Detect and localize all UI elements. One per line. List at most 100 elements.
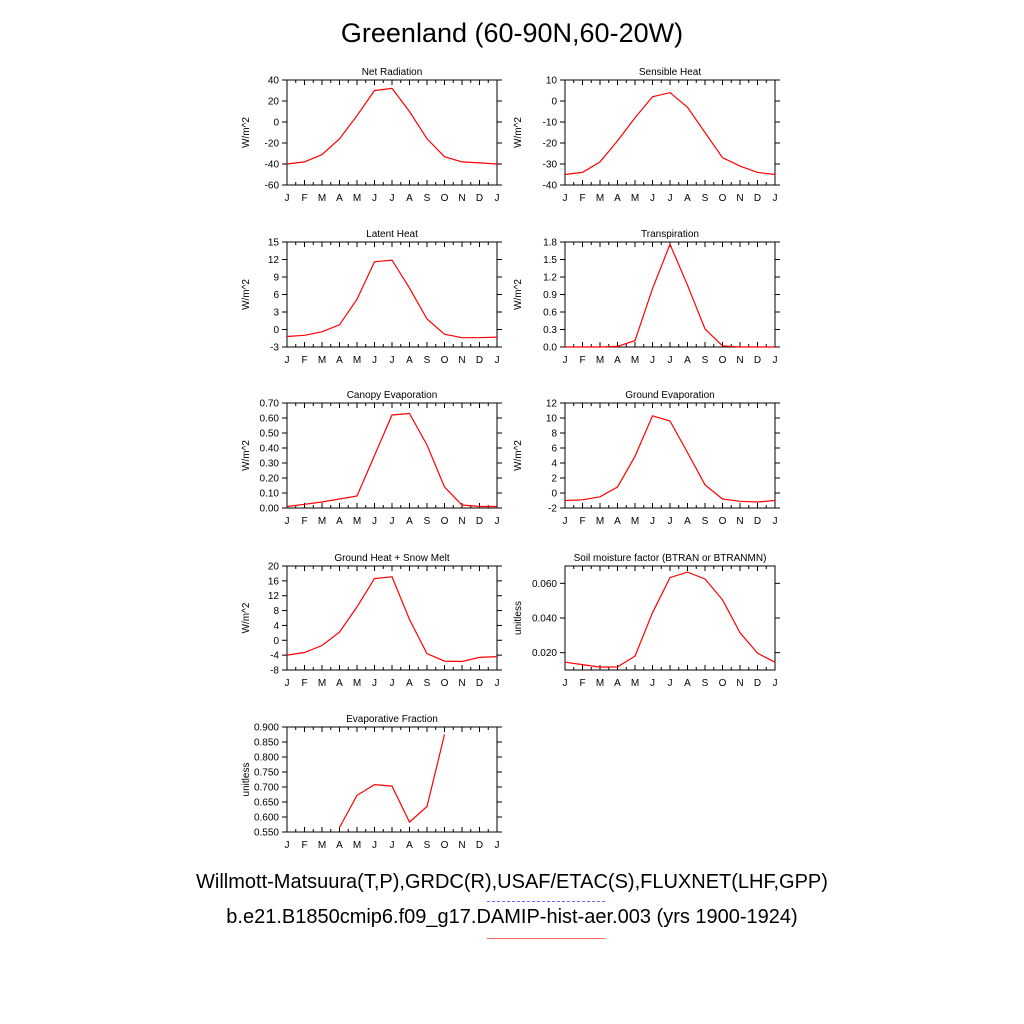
x-tick-label: D	[754, 193, 761, 204]
x-tick-label: A	[406, 516, 413, 527]
x-tick-label: J	[285, 678, 290, 689]
x-tick-label: J	[773, 193, 778, 204]
y-axis-label: unitless	[513, 601, 524, 635]
chart-panel-5: J F M A M J J A S O N D J0.000.100.200.300.400.500.6…	[241, 390, 502, 527]
y-axis-label: W/m^2	[513, 117, 524, 148]
x-tick-label: D	[754, 355, 761, 366]
y-tick-label: 10	[546, 414, 558, 425]
x-tick-label: M	[631, 193, 639, 204]
x-tick-label: J	[668, 516, 673, 527]
y-tick-label: 0	[273, 118, 279, 129]
y-tick-label: 0.550	[254, 828, 279, 839]
x-tick-label: O	[441, 355, 449, 366]
x-tick-label: D	[754, 516, 761, 527]
x-tick-label: J	[650, 678, 655, 689]
x-tick-label: S	[424, 355, 431, 366]
y-tick-label: -40	[543, 181, 558, 192]
y-tick-label: 0.3	[543, 325, 557, 336]
x-tick-label: A	[406, 355, 413, 366]
x-tick-label: J	[650, 516, 655, 527]
y-tick-label: 0.10	[260, 489, 280, 500]
legend-observations-label: Willmott-Matsuura(T,P),GRDC(R),USAF/ETAC…	[196, 871, 828, 893]
y-tick-label: 3	[273, 308, 279, 319]
y-tick-label: 0.20	[260, 474, 280, 485]
y-tick-label: 0	[273, 636, 279, 647]
x-tick-label: J	[495, 678, 500, 689]
y-tick-label: 0.40	[260, 444, 280, 455]
series-line	[564, 571, 776, 668]
y-tick-label: 0.800	[254, 753, 279, 764]
x-tick-label: J	[563, 355, 568, 366]
series-line	[286, 259, 498, 339]
x-tick-label: N	[736, 193, 743, 204]
x-tick-label: J	[372, 355, 377, 366]
legend-model-label: b.e21.B1850cmip6.f09_g17.DAMIP-hist-aer.…	[226, 906, 798, 928]
y-tick-label: 1.2	[543, 273, 557, 284]
x-tick-label: N	[458, 355, 465, 366]
x-tick-label: J	[495, 840, 500, 851]
x-tick-label: D	[476, 355, 483, 366]
plot-frame	[286, 402, 498, 509]
y-tick-label: 8	[273, 606, 279, 617]
x-tick-label: D	[476, 193, 483, 204]
y-axis-label: W/m^2	[241, 440, 252, 471]
x-tick-label: D	[476, 516, 483, 527]
legend-observations-swatch	[487, 901, 605, 902]
panel-title: Ground Evaporation	[625, 390, 715, 401]
x-tick-label: J	[563, 516, 568, 527]
x-tick-label: J	[668, 193, 673, 204]
y-tick-label: 40	[268, 76, 280, 87]
x-tick-label: N	[736, 355, 743, 366]
x-tick-label: J	[563, 193, 568, 204]
x-tick-label: S	[424, 516, 431, 527]
x-tick-label: A	[406, 678, 413, 689]
series-line	[286, 576, 498, 663]
x-tick-label: M	[318, 840, 326, 851]
plot-frame	[286, 241, 498, 348]
x-tick-label: M	[596, 678, 604, 689]
x-tick-label: A	[684, 193, 691, 204]
plot-frame	[564, 79, 776, 186]
x-tick-label: F	[579, 193, 585, 204]
y-tick-label: 12	[268, 255, 280, 266]
y-tick-label: 0.60	[260, 414, 280, 425]
x-tick-label: M	[318, 516, 326, 527]
x-tick-label: J	[650, 193, 655, 204]
y-tick-label: 12	[546, 399, 558, 410]
x-tick-label: N	[736, 516, 743, 527]
y-axis-label: unitless	[241, 763, 252, 797]
x-tick-label: A	[614, 678, 621, 689]
series-line	[564, 91, 776, 176]
x-tick-label: A	[406, 840, 413, 851]
x-tick-label: S	[702, 193, 709, 204]
x-tick-label: D	[476, 678, 483, 689]
x-tick-label: M	[353, 193, 361, 204]
x-tick-label: A	[684, 516, 691, 527]
x-tick-label: F	[579, 678, 585, 689]
x-tick-label: J	[773, 355, 778, 366]
y-tick-label: 0.30	[260, 459, 280, 470]
plot-frame	[564, 402, 776, 509]
x-tick-label: M	[631, 355, 639, 366]
x-tick-label: A	[336, 840, 343, 851]
x-tick-label: N	[458, 193, 465, 204]
page-title: Greenland (60-90N,60-20W)	[340, 18, 684, 48]
x-tick-label: J	[372, 840, 377, 851]
x-tick-label: J	[372, 678, 377, 689]
panel-title: Latent Heat	[366, 229, 418, 240]
y-tick-label: -2	[548, 504, 557, 515]
x-tick-label: N	[458, 840, 465, 851]
series-line	[564, 415, 776, 503]
x-tick-label: S	[702, 355, 709, 366]
x-tick-label: S	[424, 840, 431, 851]
x-tick-label: J	[495, 355, 500, 366]
plot-frame	[564, 565, 776, 671]
series-line	[565, 242, 775, 348]
x-tick-label: N	[458, 678, 465, 689]
plot-frame	[286, 726, 498, 833]
y-tick-label: 2	[551, 474, 557, 485]
y-tick-label: 0.650	[254, 798, 279, 809]
x-tick-label: O	[441, 678, 449, 689]
